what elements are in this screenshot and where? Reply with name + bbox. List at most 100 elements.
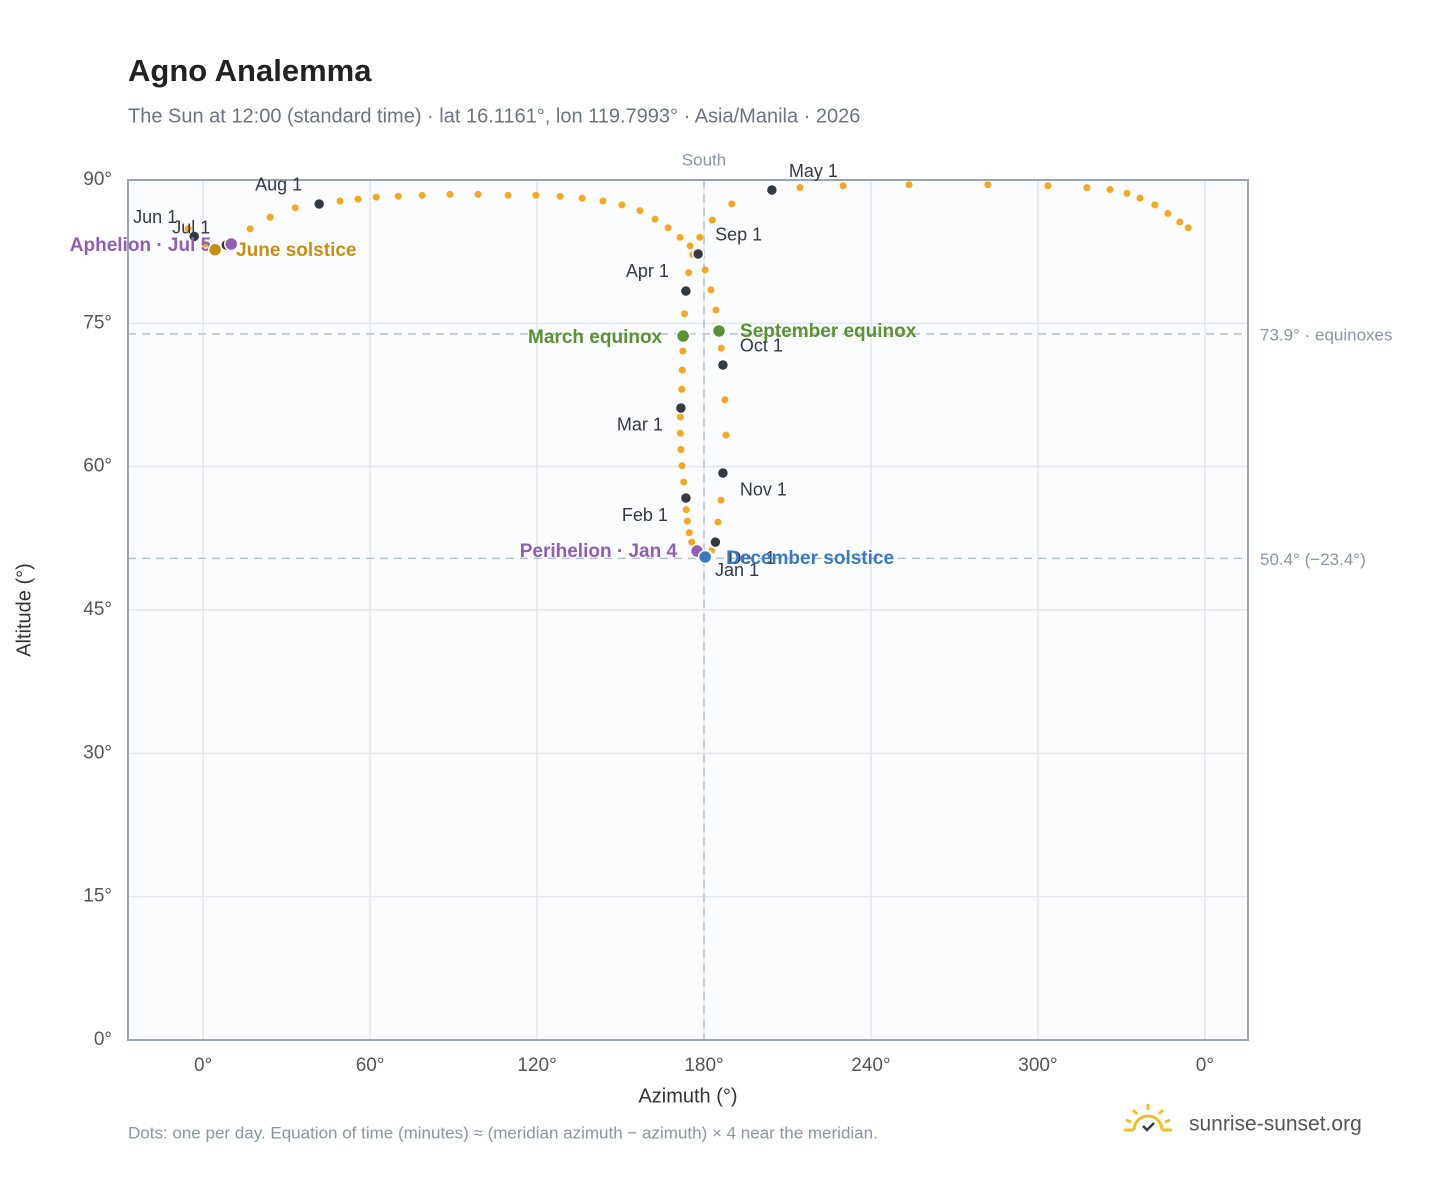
event-label: Aphelion · Jul 5	[70, 235, 212, 256]
y-tick-label: 45°	[83, 599, 112, 620]
x-tick-label: 0°	[194, 1055, 212, 1076]
daily-dot	[201, 240, 209, 248]
daily-dot	[688, 538, 696, 546]
y-tick-label: 75°	[83, 312, 112, 333]
daily-dot	[721, 396, 729, 404]
daily-dot	[1164, 209, 1172, 217]
month-marker	[716, 358, 730, 372]
chart-title: Agno Analemma	[128, 53, 372, 88]
daily-dot	[839, 182, 847, 190]
x-tick-label: 0°	[1196, 1055, 1214, 1076]
daily-dot	[681, 310, 689, 318]
y-tick-label: 90°	[83, 169, 112, 190]
daily-dot	[1123, 189, 1131, 197]
event-label: March equinox	[528, 327, 663, 348]
reference-label: 73.9° · equinoxes	[1260, 325, 1393, 344]
y-tick-label: 15°	[83, 886, 112, 907]
month-label: Dec 1	[728, 548, 775, 568]
footnote: Dots: one per day. Equation of time (min…	[128, 1123, 878, 1142]
daily-dot	[418, 191, 426, 199]
daily-dot	[685, 529, 693, 537]
daily-dot	[728, 200, 736, 208]
daily-dot	[722, 431, 730, 439]
x-axis-label: Azimuth (°)	[638, 1085, 737, 1107]
daily-dot	[680, 478, 688, 486]
daily-dot	[685, 269, 693, 277]
daily-dot	[683, 517, 691, 525]
month-label: Jul 1	[172, 218, 210, 238]
daily-dot	[717, 344, 725, 352]
daily-dot	[578, 194, 586, 202]
daily-dot	[686, 242, 694, 250]
daily-dot	[266, 213, 274, 221]
month-marker	[679, 491, 693, 505]
y-tick-label: 30°	[83, 742, 112, 763]
event-marker	[207, 242, 223, 258]
daily-dot	[796, 184, 804, 192]
event-label: December solstice	[726, 548, 894, 569]
daily-dot	[677, 445, 685, 453]
reference-label: 50.4° (−23.4°)	[1260, 550, 1366, 569]
daily-dot	[336, 197, 344, 205]
daily-dot	[372, 193, 380, 201]
daily-dot	[504, 191, 512, 199]
x-tick-label: 300°	[1018, 1055, 1057, 1076]
brand-logo	[1124, 1104, 1172, 1132]
daily-dot	[532, 191, 540, 199]
daily-dot	[1083, 184, 1091, 192]
daily-dot	[664, 224, 672, 232]
month-label: Apr 1	[626, 261, 669, 281]
plot-border	[127, 179, 1249, 1041]
event-marker	[675, 328, 691, 344]
event-label: September equinox	[740, 321, 917, 342]
daily-dot	[696, 233, 704, 241]
daily-dot	[599, 197, 607, 205]
daily-dot	[676, 233, 684, 241]
daily-dot	[1044, 182, 1052, 190]
daily-dot	[394, 192, 402, 200]
month-marker	[679, 284, 693, 298]
daily-dot	[291, 204, 299, 212]
month-marker	[716, 466, 730, 480]
y-tick-label: 0°	[94, 1029, 112, 1050]
month-marker	[709, 535, 722, 549]
daily-dot	[618, 201, 626, 209]
daily-dot	[707, 286, 715, 294]
month-label: Sep 1	[715, 225, 762, 245]
daily-dot	[1184, 224, 1192, 232]
daily-dot	[678, 385, 686, 393]
daily-dot	[556, 192, 564, 200]
daily-dot	[636, 207, 644, 215]
daily-dot	[446, 190, 454, 198]
daily-dot	[676, 413, 684, 421]
month-label: Feb 1	[622, 505, 668, 525]
event-marker	[697, 549, 713, 565]
daily-dot	[184, 225, 192, 233]
month-label: Jun 1	[133, 207, 177, 227]
daily-dot	[676, 429, 684, 437]
month-marker	[187, 230, 201, 243]
y-tick-label: 60°	[83, 456, 112, 477]
month-label: Oct 1	[740, 336, 783, 356]
month-marker	[674, 401, 688, 415]
daily-dot	[682, 506, 690, 514]
reference-label: South	[682, 150, 726, 169]
x-tick-label: 240°	[851, 1055, 890, 1076]
daily-dot	[678, 366, 686, 374]
daily-dot	[678, 462, 686, 470]
daily-dot	[246, 225, 254, 233]
event-marker	[223, 236, 239, 252]
daily-dot	[701, 266, 709, 274]
month-label: Jan 1	[715, 560, 759, 580]
daily-dot	[717, 496, 725, 504]
month-label: Nov 1	[740, 480, 787, 500]
x-tick-label: 180°	[684, 1055, 723, 1076]
daily-dot	[1106, 186, 1114, 194]
daily-dot	[474, 190, 482, 198]
month-marker	[691, 247, 705, 261]
daily-dot	[651, 215, 659, 223]
event-marker	[711, 323, 727, 339]
daily-dot	[708, 216, 716, 224]
daily-dot	[354, 195, 362, 203]
